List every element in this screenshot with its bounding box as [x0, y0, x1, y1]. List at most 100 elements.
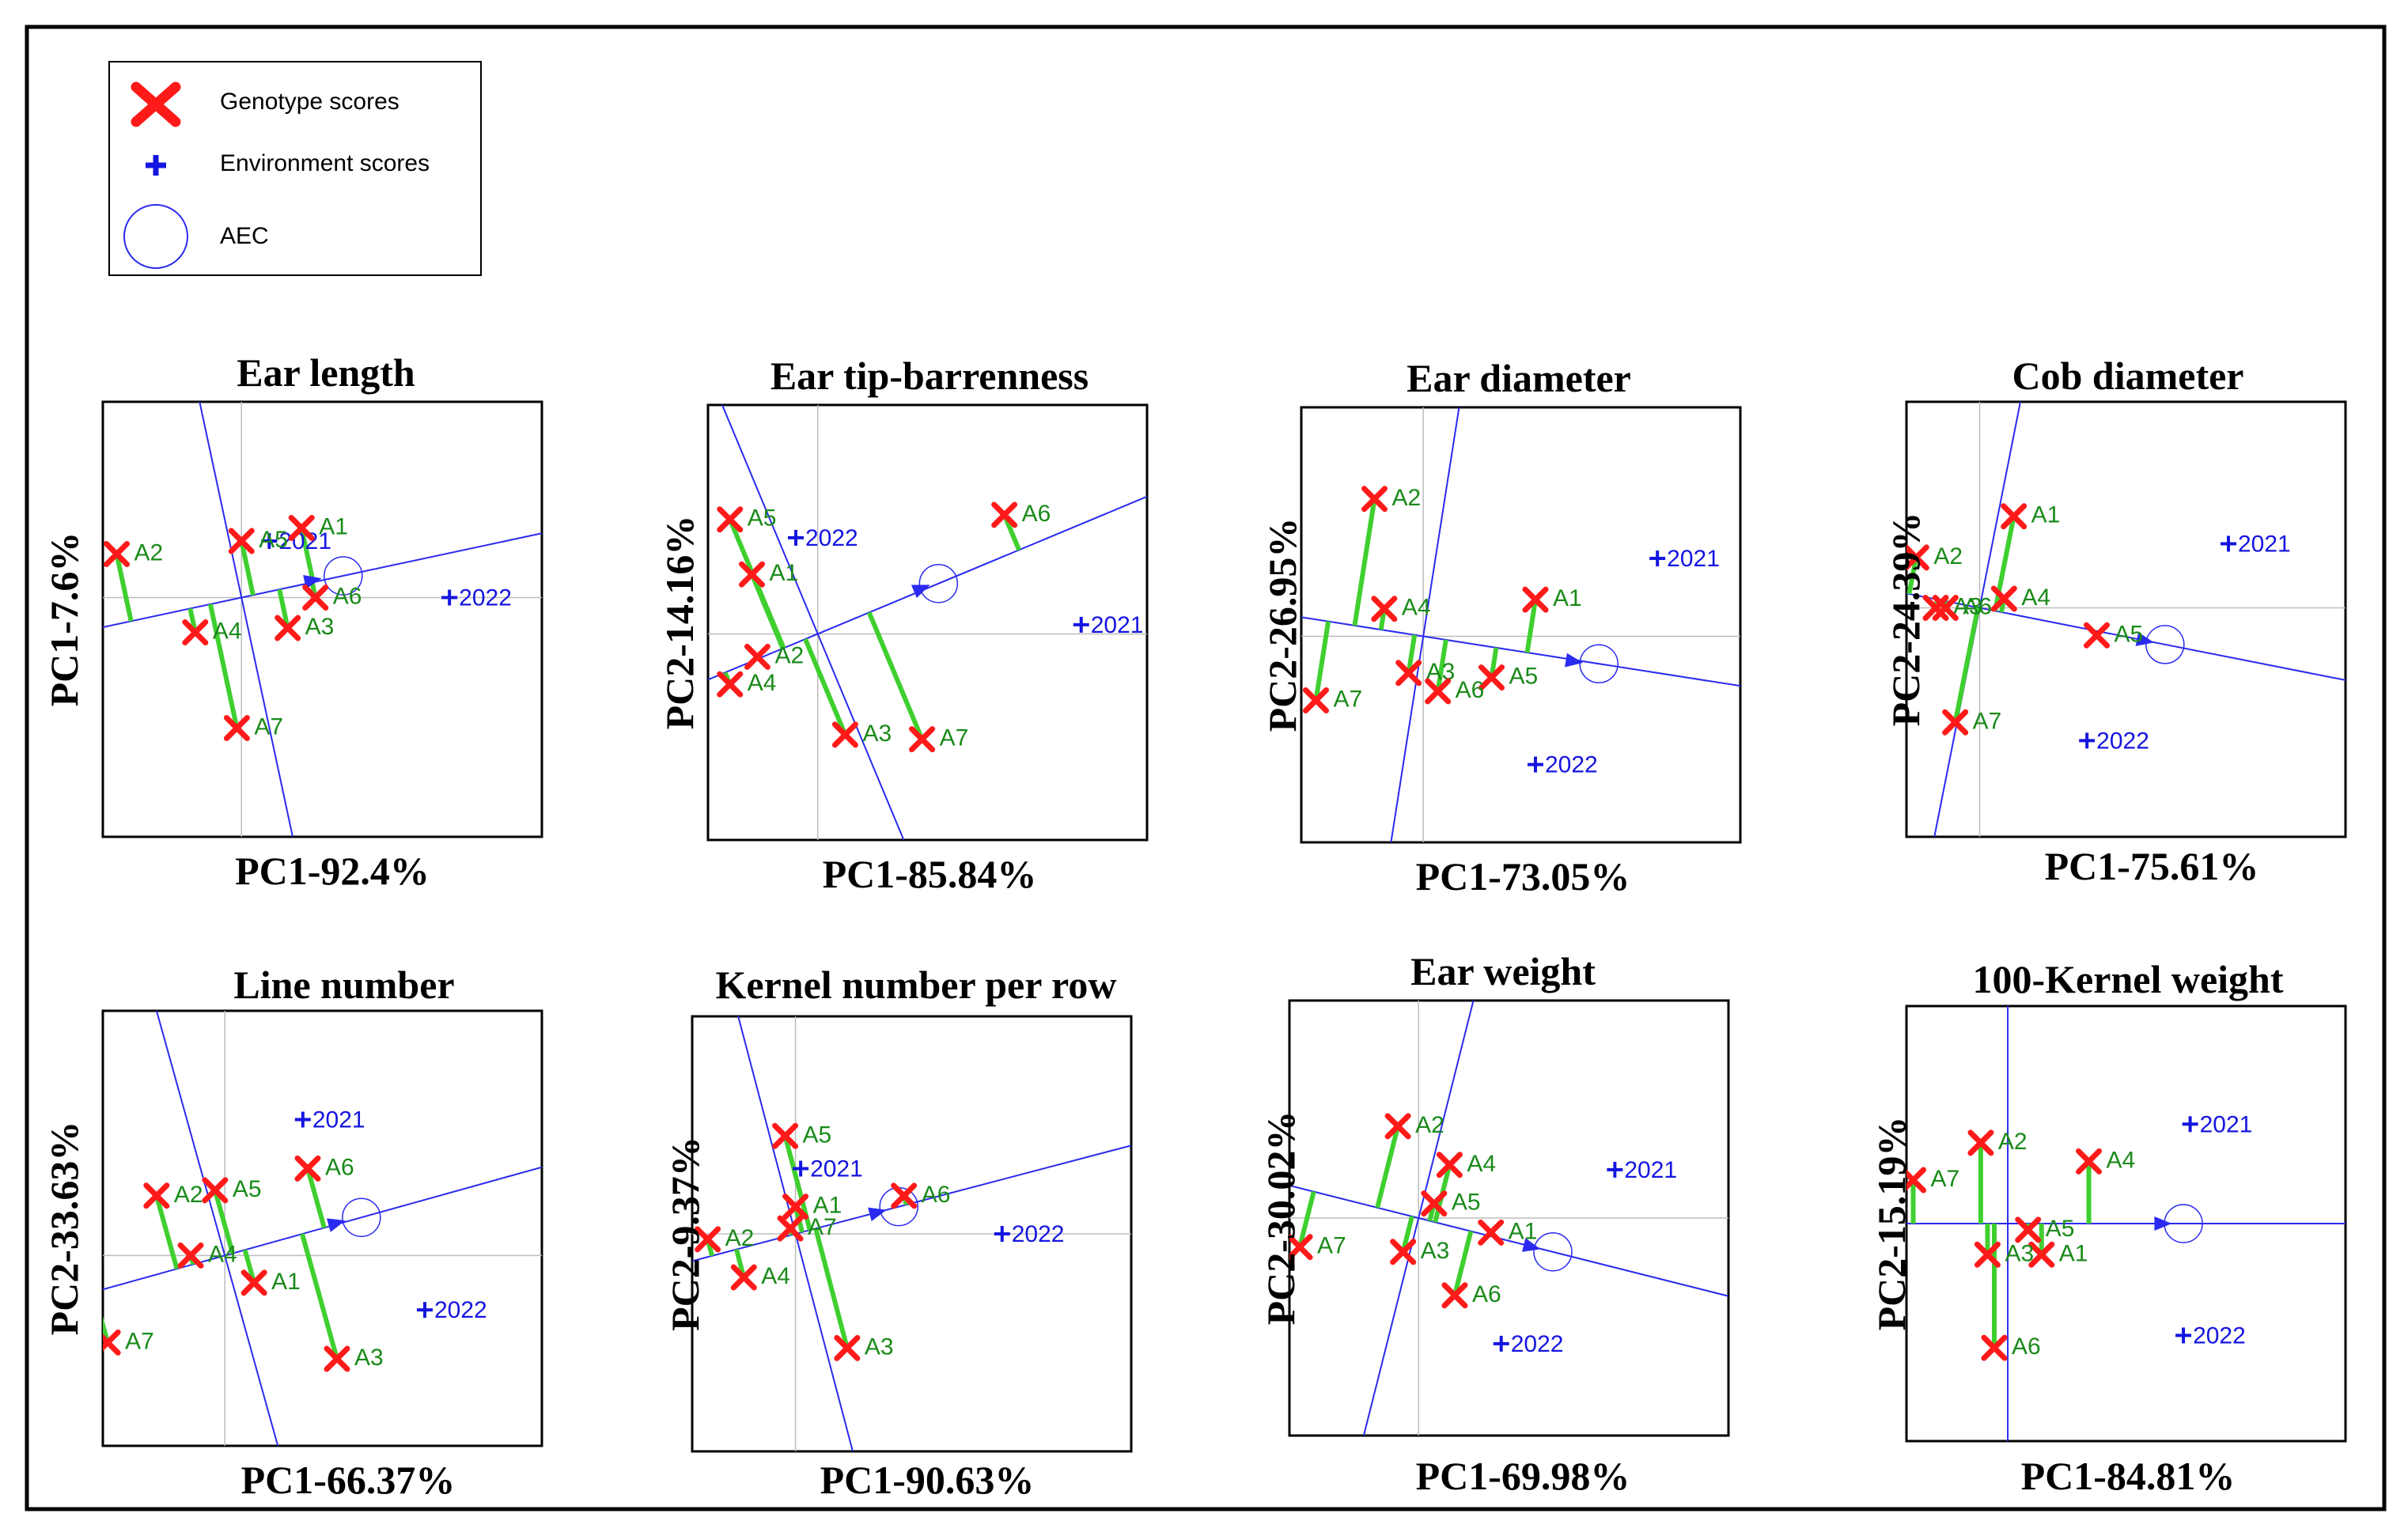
- aec-arrow-icon: [1522, 1238, 1541, 1252]
- genotype-label: A7: [125, 1328, 154, 1354]
- genotype-marker-a1: [2001, 503, 2027, 530]
- environment-marker-2022: [417, 1302, 433, 1318]
- x-axis-label: PC1-84.81%: [2021, 1454, 2236, 1498]
- genotype-marker-a1: [1478, 1219, 1505, 1246]
- aec-arrow-icon: [2154, 1216, 2172, 1231]
- aec-ordinate-line: [721, 405, 905, 840]
- environment-label: 2022: [1511, 1331, 1564, 1357]
- y-axis-label: PC2-9.37%: [663, 1137, 707, 1331]
- y-axis-label: PC2-24.39%: [1884, 513, 1928, 727]
- environment-label: 2021: [2238, 531, 2291, 557]
- genotype-marker-a3: [831, 721, 858, 748]
- legend-aec-label: AEC: [220, 223, 269, 249]
- projection-line-a1: [299, 527, 316, 583]
- projection-line-a2: [1375, 1126, 1401, 1209]
- genotype-marker-a3: [1395, 660, 1422, 687]
- genotype-label: A2: [134, 540, 164, 566]
- environment-label: 2021: [1091, 612, 1144, 638]
- aec-arrow-icon: [303, 575, 322, 589]
- plot-frame: [101, 400, 543, 838]
- genotype-label: A5: [748, 505, 777, 532]
- aec-arrow-icon: [326, 1218, 346, 1232]
- genotype-marker-a6: [294, 1155, 321, 1182]
- genotype-marker-a4: [730, 1264, 757, 1291]
- genotype-marker-a7: [777, 1215, 804, 1242]
- chart-title: Ear weight: [1410, 949, 1596, 993]
- environment-label: 2021: [2200, 1111, 2253, 1137]
- environment-label: 2022: [459, 585, 512, 611]
- genotype-label: A3: [305, 614, 335, 640]
- genotype-label: A3: [2005, 1240, 2034, 1266]
- environment-label: 2022: [1012, 1221, 1065, 1247]
- environment-label: 2021: [1667, 546, 1720, 572]
- genotype-label: A2: [1392, 485, 1422, 511]
- genotype-marker-a6: [1981, 1334, 2008, 1361]
- genotype-marker-a5: [1478, 664, 1505, 691]
- genotype-marker-a4: [1371, 596, 1398, 622]
- genotype-label: A7: [940, 725, 969, 751]
- genotype-marker-a3: [1390, 1239, 1417, 1265]
- genotype-label: A6: [325, 1154, 354, 1180]
- chart-title: Kernel number per row: [716, 963, 1117, 1007]
- x-axis-label: PC1-66.37%: [241, 1458, 456, 1502]
- projection-line-a5: [212, 1190, 235, 1254]
- environment-label: 2021: [1624, 1157, 1677, 1183]
- projection-line-a6: [305, 1167, 327, 1229]
- projection-line-a1: [1524, 599, 1538, 653]
- genotype-marker-a7: [1303, 687, 1329, 714]
- y-axis-label: PC2-15.19%: [1869, 1117, 1914, 1331]
- genotype-marker-a5: [1421, 1190, 1448, 1217]
- genotype-label: A1: [770, 560, 799, 586]
- genotype-label: A4: [208, 1241, 237, 1267]
- genotype-label: A6: [1022, 501, 1051, 527]
- genotype-label: A7: [254, 714, 283, 740]
- environment-marker-2022: [1528, 756, 1543, 773]
- projection-line-a2: [153, 1194, 180, 1270]
- y-axis-label: PC2-33.63%: [42, 1122, 86, 1336]
- projection-line-a3: [813, 1228, 850, 1349]
- legend: Genotype scores Environment scores AEC: [108, 61, 482, 276]
- genotype-marker-a2: [1906, 544, 1929, 571]
- aec-circle: [342, 1197, 381, 1237]
- biplot-5: 2021 2022 A1 A2 A3 A4 A5 A6 A7 Line number PC1-66.…: [42, 963, 543, 1502]
- genotype-marker-a7: [103, 1329, 121, 1356]
- genotype-label: A7: [1931, 1166, 1960, 1192]
- environment-marker-2021: [2182, 1116, 2198, 1133]
- projection-line-a5: [1489, 647, 1499, 679]
- genotype-label: A2: [725, 1225, 755, 1251]
- genotype-label: A4: [748, 670, 777, 696]
- projection-line-a1: [242, 1249, 257, 1284]
- genotype-label: A3: [865, 1334, 894, 1360]
- genotype-marker-a3: [274, 615, 301, 641]
- genotype-marker-a7: [223, 715, 250, 741]
- genotype-marker-a7: [1942, 709, 1969, 736]
- genotype-marker-a1: [240, 1269, 267, 1296]
- aec-arrow-icon: [2135, 632, 2154, 646]
- environment-marker-2021: [1073, 616, 1089, 633]
- genotype-marker-a3: [324, 1345, 350, 1372]
- environment-marker-2021: [793, 1160, 809, 1177]
- environment-label: 2022: [1545, 752, 1598, 778]
- aec-circle: [918, 564, 959, 603]
- environment-marker-2022: [994, 1226, 1010, 1242]
- genotype-label: A1: [271, 1269, 301, 1295]
- genotype-marker-a3: [834, 1334, 861, 1361]
- plot-frame: [1300, 406, 1742, 844]
- genotype-label: A1: [319, 514, 348, 540]
- genotype-marker-a5: [2084, 622, 2110, 649]
- genotype-marker-a2: [1361, 486, 1388, 513]
- chart-title: Ear diameter: [1407, 356, 1631, 400]
- genotype-marker-a6: [302, 585, 329, 611]
- genotype-label: A4: [761, 1263, 790, 1289]
- genotype-marker-a5: [2015, 1216, 2042, 1243]
- genotype-marker-a2: [1967, 1129, 1994, 1156]
- genotype-label: A7: [1317, 1233, 1346, 1259]
- environment-marker-2021: [261, 533, 278, 549]
- genotype-label: A5: [803, 1122, 832, 1148]
- environment-label: 2021: [312, 1107, 365, 1133]
- genotype-marker-a4: [2076, 1148, 2103, 1175]
